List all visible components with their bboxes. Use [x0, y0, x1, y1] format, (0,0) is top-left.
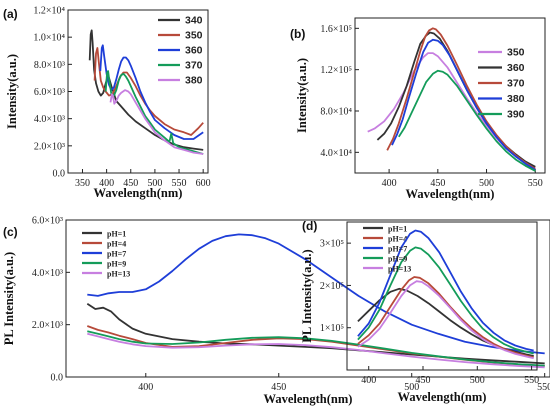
x-tick-label: 450	[271, 382, 286, 393]
x-tick-label: 550	[172, 178, 187, 189]
panel-label: (c)	[3, 225, 18, 239]
panel-label: (a)	[3, 7, 18, 21]
legend-label: pH=13	[388, 265, 411, 274]
x-axis-label: Wavelength(nm)	[406, 187, 495, 201]
y-tick-label: 0.0	[53, 169, 66, 180]
x-axis-label: Wavelength(nm)	[398, 390, 487, 404]
y-tick-label: 4.0×10³	[34, 114, 65, 125]
legend-label: 390	[507, 109, 525, 121]
y-tick-label: 1.0×10⁴	[33, 33, 65, 44]
y-tick-label: 2.0×10³	[34, 141, 65, 152]
legend-label: pH=9	[107, 260, 126, 269]
x-tick-label: 400	[99, 178, 114, 189]
chart-panel-2: 400 450 500 550 4.0×10⁴ 8.0×10⁴ 1.2×10⁵ 1.6×10⁵…	[290, 17, 546, 201]
legend-label: 340	[185, 15, 203, 27]
legend-label: 350	[185, 30, 203, 42]
x-tick-label: 450	[430, 178, 445, 189]
legend-label: 360	[185, 45, 203, 57]
legend-label: 380	[185, 75, 203, 87]
x-tick-label: 400	[382, 178, 397, 189]
y-axis-label: Intensity(a.u.)	[5, 54, 19, 129]
y-axis-label: PL Intensity(a.u.)	[2, 252, 16, 345]
y-tick-label: 2.0×10³	[32, 320, 63, 331]
plot-frame	[354, 17, 546, 174]
x-tick-label: 350	[75, 178, 90, 189]
series-line-390	[398, 69, 536, 172]
legend-label: 350	[507, 47, 525, 59]
y-tick-label: 8.0×10³	[34, 60, 65, 71]
y-tick-label: 2×10⁵	[320, 281, 344, 292]
legend-label: pH=4	[388, 235, 407, 244]
series-line-ph-13	[87, 332, 545, 369]
legend-label: 370	[507, 78, 525, 90]
y-tick-label: 6.0×10³	[32, 216, 63, 227]
y-tick-label: 1.2×10⁵	[320, 65, 352, 76]
y-tick-label: 4.0×10⁴	[320, 148, 352, 159]
series-line-ph-7	[87, 233, 545, 355]
x-tick-label: 500	[404, 382, 419, 393]
y-tick-label: 8.0×10⁴	[320, 107, 352, 118]
legend-label: 380	[507, 93, 525, 105]
y-tick-label: 1×10⁵	[320, 323, 344, 334]
series-line-350	[93, 47, 204, 136]
x-tick-label: 500	[147, 178, 162, 189]
legend-label: pH=1	[388, 225, 407, 234]
x-tick-label: 550	[528, 178, 543, 189]
y-axis-label: Intensity(a.u.)	[295, 58, 309, 133]
x-tick-label: 550	[537, 382, 550, 393]
chart-panel-4: 400 450 500 5501×10⁵2×10⁵3×10⁵Wavelength(nm…	[300, 219, 539, 404]
chart-panel-1: 350 400 450 500 550 600 0.0 2.0×10³ 4.0×10³ 6.0×1…	[3, 6, 211, 201]
panel-label: (b)	[290, 27, 305, 41]
x-tick-label: 600	[196, 178, 211, 189]
series-line-ph-13	[357, 280, 534, 360]
y-tick-label: 1.2×10⁴	[33, 6, 65, 17]
y-tick-label: 0.0	[51, 373, 64, 384]
legend-label: pH=4	[107, 240, 126, 249]
x-tick-label: 550	[524, 375, 539, 386]
series-line-380	[391, 38, 536, 171]
legend-label: pH=13	[107, 270, 130, 279]
series-line-380	[109, 89, 204, 155]
x-tick-label: 400	[138, 382, 153, 393]
x-tick-label: 450	[123, 178, 138, 189]
y-tick-label: 4.0×10³	[32, 268, 63, 279]
panel-label: (d)	[302, 219, 317, 233]
x-axis-label: Wavelength(nm)	[264, 392, 353, 406]
y-tick-label: 1.6×10⁵	[320, 24, 352, 35]
y-axis-label: PL Intensity(a.u.)	[300, 249, 314, 342]
legend-label: 360	[507, 62, 525, 74]
legend-label: pH=7	[388, 245, 407, 254]
x-axis-label: Wavelength(nm)	[94, 186, 183, 200]
y-tick-label: 3×10⁵	[320, 239, 344, 250]
legend-label: pH=7	[107, 250, 126, 259]
plot-frame	[65, 219, 550, 378]
legend-label: pH=1	[107, 230, 126, 239]
legend-label: pH=9	[388, 255, 407, 264]
series-line-ph-9	[87, 330, 545, 367]
series-line-ph-9	[357, 246, 534, 355]
chart-panel-3: 400 450 500 5500.02.0×10³4.0×10³6.0×10³Wave…	[2, 216, 550, 406]
x-tick-label: 400	[361, 375, 376, 386]
y-tick-label: 6.0×10³	[34, 87, 65, 98]
series-line-ph-7	[357, 229, 534, 352]
series-line-370	[386, 27, 536, 170]
x-tick-label: 450	[416, 375, 431, 386]
x-tick-label: 500	[479, 178, 494, 189]
x-tick-label: 500	[470, 375, 485, 386]
series-line-ph-4	[357, 276, 534, 359]
plot-frame	[346, 221, 538, 371]
legend-label: 370	[185, 60, 203, 72]
